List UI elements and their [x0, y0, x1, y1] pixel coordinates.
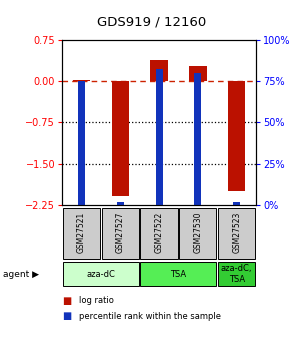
Text: aza-dC: aza-dC: [86, 269, 115, 279]
Bar: [179, 208, 216, 259]
Bar: [141, 208, 178, 259]
Text: ■: ■: [62, 312, 72, 321]
Bar: [112, 81, 129, 196]
Text: GSM27521: GSM27521: [77, 212, 86, 253]
Bar: [233, 202, 240, 205]
Bar: [141, 262, 216, 286]
Bar: [150, 60, 168, 81]
Text: GSM27527: GSM27527: [116, 212, 125, 253]
Text: ■: ■: [62, 296, 72, 306]
Text: log ratio: log ratio: [79, 296, 114, 305]
Text: TSA: TSA: [170, 269, 187, 279]
Text: GSM27530: GSM27530: [193, 212, 202, 254]
Text: agent ▶: agent ▶: [3, 269, 39, 279]
Bar: [73, 80, 90, 81]
Bar: [117, 202, 124, 205]
Bar: [228, 81, 245, 191]
Text: aza-dC,
TSA: aza-dC, TSA: [221, 264, 252, 284]
Text: GSM27523: GSM27523: [232, 212, 241, 253]
Text: percentile rank within the sample: percentile rank within the sample: [79, 312, 221, 321]
Bar: [78, 81, 85, 205]
Bar: [194, 73, 201, 205]
Bar: [155, 69, 163, 205]
Bar: [63, 208, 100, 259]
Bar: [189, 66, 207, 81]
Text: GDS919 / 12160: GDS919 / 12160: [97, 16, 206, 29]
Bar: [102, 208, 139, 259]
Bar: [218, 262, 255, 286]
Bar: [218, 208, 255, 259]
Bar: [63, 262, 139, 286]
Text: GSM27522: GSM27522: [155, 212, 164, 253]
